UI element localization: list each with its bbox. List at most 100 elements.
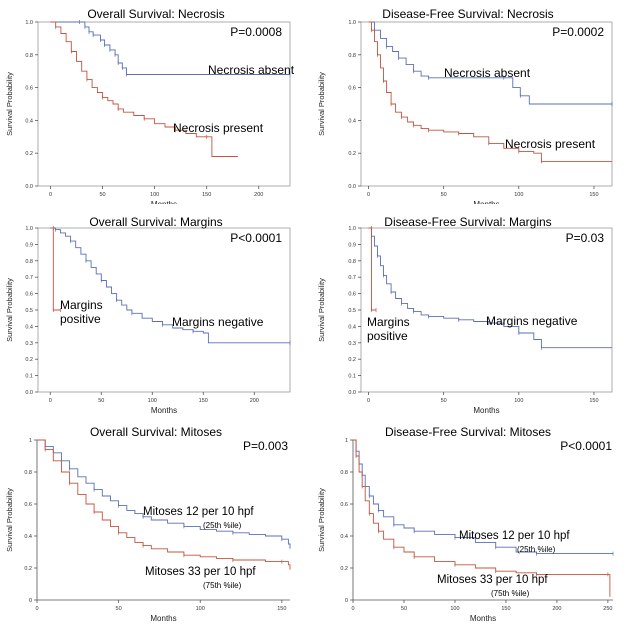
p-value: P=0.0002 xyxy=(552,25,604,39)
y-tick-label: 0.6 xyxy=(25,86,33,92)
x-tick-label: 50 xyxy=(98,398,104,404)
x-tick-label: 250 xyxy=(603,606,612,612)
curve-annotation: (75th %ile) xyxy=(491,589,530,598)
x-axis-label: Months xyxy=(473,200,499,204)
annotation-line: Margins xyxy=(60,298,103,312)
x-axis-label: Months xyxy=(151,406,177,415)
dfs-necrosis-panel: 0.0 0.2 0.4 0.6 0.8 1.0 0 50 100 150 Months Surviva… xyxy=(312,0,624,204)
y-tick-label: 0.3 xyxy=(348,341,356,347)
curve-annotation: Necrosis present xyxy=(505,137,596,151)
km-chart-svg: 0 0.2 0.4 0.6 0.8 1 0 50 100 150 Months Survival Pr… xyxy=(5,438,291,623)
y-tick-label: 0.8 xyxy=(348,53,356,59)
x-tick-label: 100 xyxy=(148,398,157,404)
y-tick-label: 0.2 xyxy=(25,151,33,157)
x-tick-label: 0 xyxy=(49,192,52,198)
curve-annotation: (75th %ile) xyxy=(203,581,242,590)
y-tick-label: 1 xyxy=(29,438,32,444)
y-tick-label: 0.7 xyxy=(25,275,33,281)
y-tick-label: 0 xyxy=(29,598,32,604)
x-tick-label: 0 xyxy=(367,398,370,404)
x-tick-label: 50 xyxy=(116,606,122,612)
y-tick-label: 0.4 xyxy=(348,324,356,330)
x-tick-label: 150 xyxy=(589,398,598,404)
x-tick-label: 0 xyxy=(367,192,370,198)
y-tick-label: 0.9 xyxy=(25,242,33,248)
km-chart-svg: 0.0 0.2 0.4 0.6 0.8 1.0 0 50 100 150 200 Months Surv… xyxy=(5,20,295,204)
annotation-line: positive xyxy=(367,329,408,343)
x-tick-label: 0 xyxy=(351,606,354,612)
chart-title: Disease-Free Survival: Mitoses xyxy=(384,425,552,439)
y-tick-label: 0.4 xyxy=(25,118,33,124)
chart-title: Overall Survival: Margins xyxy=(89,215,223,229)
y-tick-label: 0.0 xyxy=(25,184,33,190)
x-tick-label: 0 xyxy=(49,398,52,404)
y-tick-label: 0.2 xyxy=(348,357,356,363)
y-tick-label: 0.4 xyxy=(348,118,356,124)
y-tick-label: 0.0 xyxy=(348,184,356,190)
x-axis-label: Months xyxy=(151,200,177,204)
x-tick-label: 0 xyxy=(35,606,38,612)
y-tick-label: 0.4 xyxy=(340,534,348,540)
curve-annotation: Mitoses 12 per 10 hpf xyxy=(143,506,254,518)
y-axis-label: Survival Probability xyxy=(5,278,14,342)
annotation-line: positive xyxy=(60,312,101,326)
os-margins-panel: 0.0 0.1 0.2 0.3 0.4 0.5 0.6 0.7 0.8 0.9 1.0 0 50 100 1… xyxy=(0,208,312,418)
y-axis-label: Survival Probability xyxy=(5,72,14,136)
y-tick-label: 0.0 xyxy=(25,390,33,396)
x-tick-label: 150 xyxy=(501,606,510,612)
y-tick-label: 0.8 xyxy=(348,259,356,265)
series-line-b xyxy=(50,227,61,311)
x-tick-label: 150 xyxy=(202,192,211,198)
y-tick-label: 0.6 xyxy=(348,86,356,92)
y-tick-label: 0.2 xyxy=(25,357,33,363)
curve-annotation: (25th %ile) xyxy=(517,545,556,554)
y-tick-label: 0.6 xyxy=(24,502,32,508)
y-tick-label: 0.6 xyxy=(340,502,348,508)
y-tick-label: 0.8 xyxy=(340,470,348,476)
y-tick-label: 0.0 xyxy=(348,390,356,396)
x-tick-label: 150 xyxy=(199,398,208,404)
curve-annotation: (25th %ile) xyxy=(203,521,242,530)
y-tick-label: 1.0 xyxy=(348,226,356,232)
y-tick-label: 0.5 xyxy=(348,308,356,314)
km-chart-svg: 0.0 0.1 0.2 0.3 0.4 0.5 0.6 0.7 0.8 0.9 1.0 0 50 100 1… xyxy=(5,226,291,415)
curve-annotation: Necrosis absent xyxy=(208,63,295,77)
x-tick-label: 100 xyxy=(514,398,523,404)
x-tick-label: 200 xyxy=(250,398,259,404)
y-tick-label: 0.5 xyxy=(25,308,33,314)
x-tick-label: 100 xyxy=(450,606,459,612)
y-tick-label: 1 xyxy=(345,438,348,444)
p-value: P<0.0001 xyxy=(560,439,612,453)
km-chart-svg: 0 0.2 0.4 0.6 0.8 1 0 50 100 150 200 250 Months Survi… xyxy=(317,438,614,623)
chart-title: Overall Survival: Necrosis xyxy=(87,7,225,21)
y-axis-label: Survival Probability xyxy=(5,488,14,552)
y-tick-label: 0.2 xyxy=(24,566,32,572)
dfs-margins-panel: 0.0 0.1 0.2 0.3 0.4 0.5 0.6 0.7 0.8 0.9 1.0 0 50 100 1… xyxy=(312,208,624,418)
y-tick-label: 0.7 xyxy=(348,275,356,281)
series-line-b xyxy=(353,439,611,597)
p-value: P=0.03 xyxy=(566,231,605,245)
x-tick-label: 150 xyxy=(277,606,286,612)
y-tick-label: 0.8 xyxy=(25,53,33,59)
y-tick-label: 0.1 xyxy=(25,374,33,380)
os-mitoses-panel: 0 0.2 0.4 0.6 0.8 1 0 50 100 150 Months Survival Pr… xyxy=(0,420,312,632)
plot-frame xyxy=(360,227,613,393)
y-tick-label: 0.4 xyxy=(25,324,33,330)
chart-title: Disease-Free Survival: Margins xyxy=(384,215,552,229)
chart-title: Overall Survival: Mitoses xyxy=(89,425,223,439)
series-line-b xyxy=(50,21,238,157)
y-tick-label: 1.0 xyxy=(25,226,33,232)
curve-annotation: Mitoses 33 per 10 hpf xyxy=(145,566,256,578)
y-axis-label: Survival Probability xyxy=(317,278,326,342)
km-chart-svg: 0.0 0.2 0.4 0.6 0.8 1.0 0 50 100 150 Months Surviva… xyxy=(317,20,613,204)
series-line-b xyxy=(37,439,291,570)
x-tick-label: 100 xyxy=(196,606,205,612)
x-tick-label: 100 xyxy=(514,192,523,198)
p-value: P=0.0008 xyxy=(230,25,282,39)
y-tick-label: 0.2 xyxy=(340,566,348,572)
p-value: P<0.0001 xyxy=(230,231,282,245)
annotation-line: Margins xyxy=(367,315,410,329)
y-tick-label: 0.3 xyxy=(25,341,33,347)
series-line-a xyxy=(50,227,290,344)
